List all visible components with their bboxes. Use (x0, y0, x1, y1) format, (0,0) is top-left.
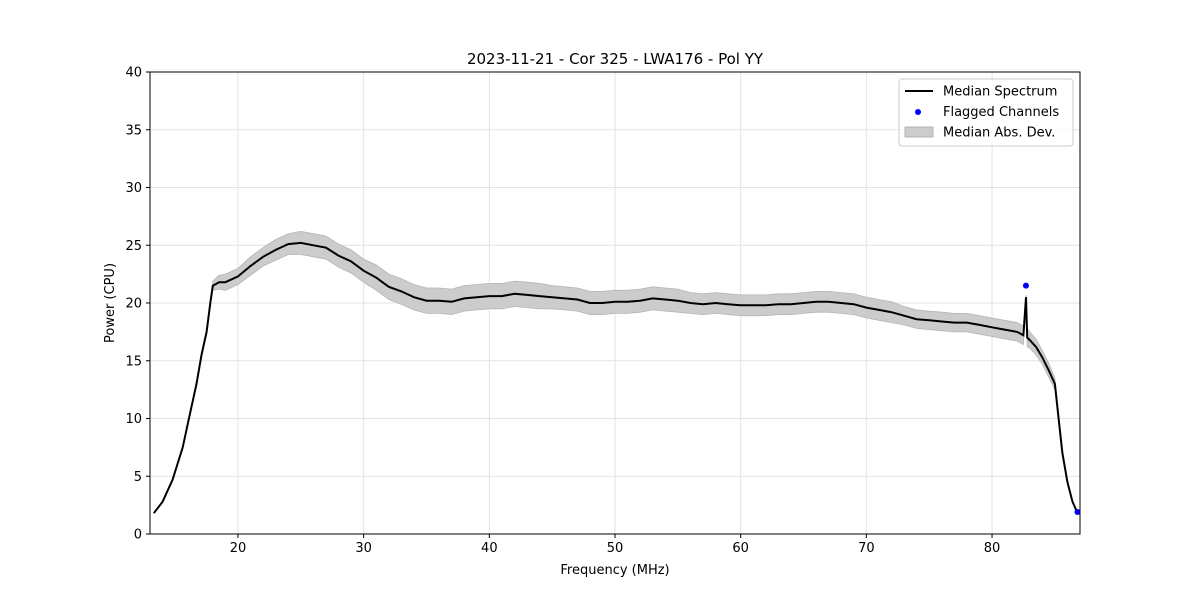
legend-band-swatch (904, 126, 934, 138)
x-tick-label: 70 (858, 541, 875, 556)
axis-ticks: 20 30 40 50 60 70 80 0 5 10 15 20 25 30 35 40 (125, 66, 1000, 557)
chart-title: 2023-11-21 - Cor 325 - LWA176 - Pol YY (467, 50, 764, 68)
x-tick-label: 30 (355, 541, 372, 556)
y-axis-label: Power (CPU) (103, 263, 118, 343)
x-tick-label: 60 (732, 541, 749, 556)
y-tick-label: 35 (125, 123, 142, 138)
y-tick-label: 10 (125, 412, 142, 427)
y-tick-label: 15 (125, 354, 142, 369)
y-tick-label: 5 (134, 470, 142, 485)
legend-label-flagged: Flagged Channels (943, 105, 1059, 120)
flagged-channel-point (1074, 509, 1081, 516)
x-tick-label: 80 (984, 541, 1001, 556)
legend-frame (898, 78, 1074, 147)
x-tick-label: 50 (607, 541, 624, 556)
y-tick-label: 30 (125, 181, 142, 196)
median-spectrum-line (153, 241, 1079, 514)
y-tick-label: 25 (125, 239, 142, 254)
x-axis-label: Frequency (MHz) (560, 563, 669, 578)
x-tick-label: 40 (481, 541, 498, 556)
y-tick-label: 20 (125, 297, 142, 312)
legend: Median Spectrum Flagged Channels Median … (898, 78, 1074, 147)
mad-band (153, 230, 1078, 514)
legend-label-mad: Median Abs. Dev. (943, 126, 1055, 141)
legend-dot-swatch (915, 109, 921, 115)
flagged-channels (1022, 282, 1081, 516)
y-tick-label: 0 (134, 528, 142, 543)
flagged-channel-point (1022, 282, 1029, 289)
y-tick-label: 40 (125, 66, 142, 81)
x-tick-label: 20 (230, 541, 247, 556)
legend-label-median: Median Spectrum (943, 85, 1057, 100)
